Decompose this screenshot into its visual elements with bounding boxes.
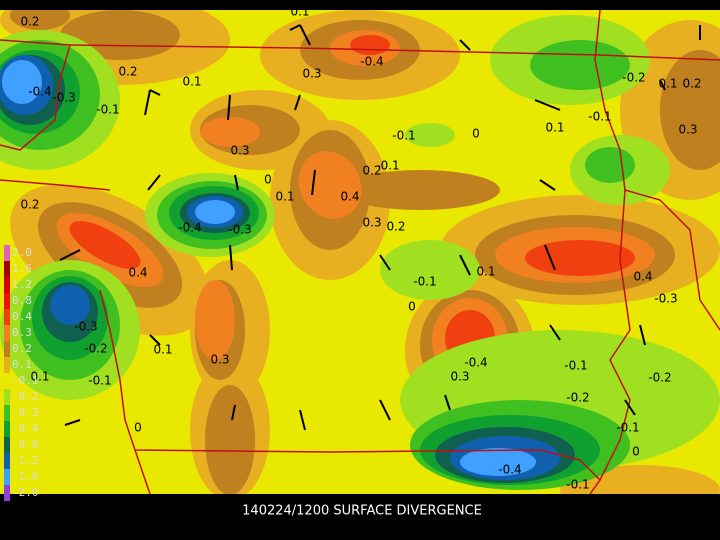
contour-label: 0.2 (682, 77, 701, 91)
contour-label: -0.3 (52, 91, 75, 105)
legend-label: -0.4 (12, 422, 39, 435)
contour-label: 0 (472, 127, 480, 141)
legend-swatch (4, 405, 10, 421)
contour-label: -0.3 (74, 320, 97, 334)
legend-swatch (4, 325, 10, 341)
legend-swatch (4, 469, 10, 485)
contour-label: -0.1 (588, 110, 611, 124)
contour-label: -0.4 (498, 463, 521, 477)
legend-label: 0.2 (12, 342, 32, 355)
contour-label: -0.1 (88, 374, 111, 388)
legend-swatch (4, 453, 10, 469)
contour-label: 0.3 (450, 370, 469, 384)
state-boundaries (0, 10, 720, 494)
legend-label: -1.6 (12, 470, 39, 483)
contour-label: -0.4 (178, 221, 201, 235)
legend-swatch (4, 277, 10, 293)
contour-label: -0.1 (564, 359, 587, 373)
contour-label: 0.1 (290, 5, 309, 19)
contour-label: 0.1 (30, 370, 49, 384)
contour-label: -0.2 (566, 391, 589, 405)
contour-label: 0.1 (658, 77, 677, 91)
legend: 2.0 1.6 1.2 0.8 0.4 0.3 0.2 0.1 -0.1 -0.2 -0.3 -0.4… (4, 245, 39, 501)
legend-label: 0.1 (12, 358, 32, 371)
contour-label: -0.3 (228, 223, 251, 237)
contour-label: 0.1 (182, 75, 201, 89)
contour-band (2, 60, 536, 476)
contour-label: 0.1 (476, 265, 495, 279)
legend-swatch (4, 245, 10, 261)
legend-label: -0.3 (12, 406, 39, 419)
contour-label: 0 (632, 445, 640, 459)
contour-label: 0.3 (362, 216, 381, 230)
contour-label: 0.4 (340, 190, 359, 204)
field (0, 10, 720, 494)
contour-label: -0.1 (392, 129, 415, 143)
contour-label: -0.1 (96, 103, 119, 117)
contour-label: 0.1 (153, 343, 172, 357)
wind-barbs (59, 24, 701, 431)
legend-swatch (4, 389, 10, 405)
contour-labels: 0.20.10.20.10.3-0.4-0.2 0.1 0.2-0.4 -0.3-0.… (20, 5, 701, 492)
contour-label: 0.2 (20, 15, 39, 29)
legend-label: -0.2 (12, 390, 39, 403)
contour-label: -0.1 (616, 421, 639, 435)
legend-swatch (4, 437, 10, 453)
contour-label: 0.3 (302, 67, 321, 81)
legend-label: 0.4 (12, 310, 32, 323)
contour-label: 0 (264, 173, 272, 187)
legend-swatch (4, 293, 10, 309)
contour-label: 0 (408, 300, 416, 314)
legend-swatch (4, 341, 10, 357)
map-title: 140224/1200 SURFACE DIVERGENCE (242, 504, 482, 519)
legend-label: 0.8 (12, 294, 32, 307)
contour-label: -0.4 (28, 85, 51, 99)
legend-swatch (4, 373, 10, 389)
contour-label: 0 (134, 421, 142, 435)
legend-swatch (4, 485, 10, 501)
contour-label: 0.2 (386, 220, 405, 234)
contour-label: -0.1 (413, 275, 436, 289)
contour-label: -0.1 (566, 478, 589, 492)
legend-label: -0.1 (12, 374, 39, 387)
legend-label: 0.3 (12, 326, 32, 339)
legend-label: -0.8 (12, 438, 39, 451)
legend-label: -2.0 (12, 486, 39, 499)
legend-swatch (4, 309, 10, 325)
legend-swatch (4, 421, 10, 437)
contour-label: 0.4 (128, 266, 147, 280)
legend-label: 1.6 (12, 262, 32, 275)
contour-label: 0.3 (678, 123, 697, 137)
contour-label: -0.2 (622, 71, 645, 85)
contour-label: -0.3 (654, 292, 677, 306)
contour-label: 0.2 (362, 164, 381, 178)
legend-label: 1.2 (12, 278, 32, 291)
contour-label: -0.4 (360, 55, 383, 69)
contour-label: 0.1 (545, 121, 564, 135)
contour-label: 0.2 (20, 198, 39, 212)
legend-label: 2.0 (12, 246, 32, 259)
contour-label: -0.2 (648, 371, 671, 385)
contour-label: 0.3 (230, 144, 249, 158)
contour-label: -0.4 (464, 356, 487, 370)
legend-label: -1.2 (12, 454, 39, 467)
contour-label: 0.4 (633, 270, 652, 284)
contour-label: 0.1 (275, 190, 294, 204)
legend-swatch (4, 357, 10, 373)
contour-label: 0.2 (118, 65, 137, 79)
contour-label: 0.3 (210, 353, 229, 367)
contour-label: -0.1 (376, 159, 399, 173)
legend-swatch (4, 261, 10, 277)
contour-label: -0.2 (84, 342, 107, 356)
